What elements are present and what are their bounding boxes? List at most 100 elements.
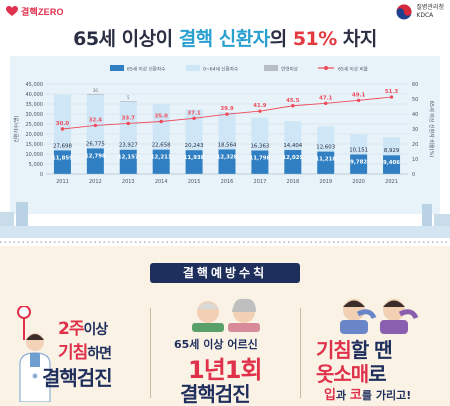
title-part-2: 결핵 신환자: [178, 28, 271, 50]
prevention-section: 결핵예방수칙 2주이상 기침하면 결핵검진 65세 이상 어르신 1년1회 결핵…: [0, 246, 450, 406]
line-point: [192, 116, 196, 121]
legend-swatch-0: [110, 65, 124, 71]
bar-0-64: [284, 121, 302, 150]
bar-65plus: [119, 149, 137, 174]
y-tick-label: 20,000: [26, 132, 44, 138]
bar-65plus-label: 11,798: [250, 155, 271, 161]
bar-0-64: [218, 112, 236, 150]
bar-0-64: [383, 137, 401, 156]
bar-0-64-label: 16,363: [250, 143, 269, 149]
line-point: [324, 101, 328, 106]
bar-unknown-label: 30: [93, 88, 99, 93]
tip2-target: 65세 이상 어르신: [174, 338, 258, 351]
line-point-label: 51.3: [385, 89, 399, 95]
bar-65plus: [284, 149, 302, 174]
tip-cough-etiquette: 기침할 땐 옷소매로 입과 코를 가리고!: [302, 294, 450, 406]
bar-0-64-label: 22,658: [152, 143, 171, 149]
bar-65plus: [251, 150, 269, 174]
tip-separator: [150, 308, 151, 398]
bar-65plus-label: 12,328: [217, 154, 238, 160]
bar-65plus: [152, 149, 170, 174]
bar-65plus: [185, 150, 203, 174]
bar-65plus: [350, 154, 368, 174]
tip1-if: 하면: [87, 346, 112, 362]
x-tick-label: 2011: [56, 179, 69, 185]
bar-0-64: [152, 104, 170, 150]
line-point: [389, 95, 394, 99]
prevention-title: 결핵예방수칙: [150, 263, 300, 283]
heart-icon: [6, 6, 18, 16]
y-tick-label: 25,000: [26, 122, 44, 128]
tip2-frequency: 1년1회: [188, 356, 263, 384]
line-point: [93, 123, 98, 128]
legend-label-3: 65세 이상 비율: [338, 66, 368, 73]
line-point: [356, 98, 361, 103]
bar-0-64-label: 8,929: [384, 148, 400, 154]
bar-0-64-label: 26,775: [86, 141, 105, 147]
bar-0-64: [53, 94, 71, 151]
legend-label-2: 연령미상: [281, 66, 299, 73]
org-logo: 질병관리청 KDCA: [396, 4, 444, 20]
bar-65plus: [53, 150, 71, 174]
y-tick-label: 0: [40, 172, 43, 178]
bar-65plus-label: 11,218: [315, 157, 336, 163]
line-point-label: 30.0: [56, 121, 70, 127]
y-tick-label: 5,000: [29, 162, 43, 168]
bar-0-64: [119, 101, 137, 150]
city-skyline-decoration: [0, 202, 450, 238]
legend-swatch-2: [264, 65, 278, 71]
bar-65plus: [86, 148, 104, 174]
bar-0-64-label: 27,698: [53, 143, 72, 149]
x-tick-label: 2020: [352, 179, 365, 185]
bar-unknown-age: [119, 101, 137, 102]
line-point: [258, 109, 262, 113]
elderly-couple-illustration-icon: [192, 298, 260, 332]
tip3-when: 할 땐: [350, 338, 393, 362]
line-point-label: 35.0: [155, 114, 169, 120]
y-tick-label: 45,000: [26, 82, 44, 88]
tip-annual-checkup: 65세 이상 어르신 1년1회 결핵검진: [152, 294, 300, 406]
bar-65plus-label: 9,406: [383, 160, 400, 166]
title-part-4: 51%: [292, 28, 337, 50]
y2-tick-label: 10: [412, 157, 418, 163]
line-point-label: 37.1: [187, 110, 201, 116]
line-point: [60, 127, 65, 131]
line-point: [291, 104, 295, 108]
bar-0-64: [350, 134, 368, 155]
line-point: [159, 119, 163, 124]
y-tick-label: 10,000: [26, 152, 44, 158]
y2-tick-label: 20: [412, 142, 418, 148]
bar-65plus: [383, 155, 401, 174]
bar-65plus-label: 11,859: [52, 155, 73, 161]
tip3-and: 과: [335, 389, 350, 402]
x-tick-label: 2019: [319, 179, 332, 185]
bar-0-64-label: 23,927: [119, 143, 138, 149]
bar-65plus-label: 12,157: [118, 155, 139, 161]
dotted-divider: [0, 241, 450, 243]
y2-tick-label: 60: [412, 82, 418, 88]
title-part-3: 의: [269, 28, 293, 50]
logo-text: 결핵ZERO: [21, 7, 64, 17]
tip-separator: [300, 308, 301, 398]
tip3-sleeve: 옷소매: [316, 362, 369, 386]
y2-tick-label: 50: [412, 97, 418, 103]
org-abbr: KDCA: [416, 12, 434, 19]
bar-0-64-label: 10,151: [349, 147, 368, 153]
y-tick-label: 35,000: [26, 102, 44, 108]
bar-0-64-label: 20,243: [185, 143, 204, 149]
y2-tick-label: 30: [412, 127, 418, 133]
brand-logo: 결핵ZERO: [6, 5, 64, 18]
tip2-checkup: 결핵검진: [180, 382, 251, 406]
y-tick-label: 40,000: [26, 92, 44, 98]
doctor-illustration-icon: [17, 306, 51, 402]
bar-65plus-label: 12,211: [151, 155, 172, 161]
line-point-label: 47.1: [319, 95, 333, 101]
title-part-5: 차지: [336, 28, 377, 50]
bar-unknown-label: 5: [127, 95, 130, 100]
cough-etiquette-illustration-icon: [340, 299, 419, 334]
tip3-cover: 를 가리고!: [361, 389, 412, 402]
tip1-checkup: 결핵검진: [42, 366, 113, 390]
line-point-label: 45.5: [286, 98, 300, 104]
x-tick-label: 2012: [89, 179, 102, 185]
y-tick-label: 15,000: [26, 142, 44, 148]
